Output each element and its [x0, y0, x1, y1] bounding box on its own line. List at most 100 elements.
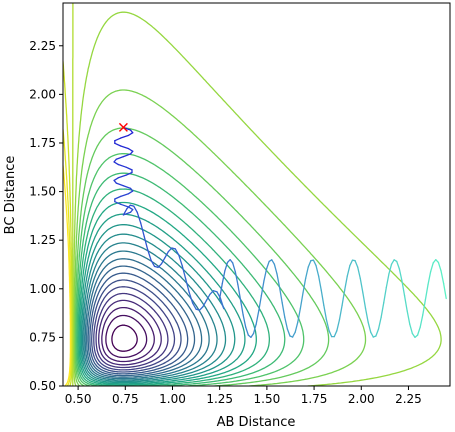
x-tick-label: 1.75 [301, 392, 328, 406]
x-tick-label: 1.25 [206, 392, 233, 406]
trajectory-segment [390, 259, 395, 265]
contour-line [87, 265, 196, 377]
y-tick-label: 1.00 [29, 282, 56, 296]
x-tick-label: 1.00 [159, 392, 186, 406]
trajectory-segment [219, 297, 225, 310]
trajectory-segment [346, 264, 351, 277]
trajectory-segment [396, 260, 401, 270]
trajectory-segment [120, 203, 130, 208]
contour-line [105, 314, 148, 359]
trajectory-segment [224, 261, 229, 272]
x-tick-label: 2.25 [395, 392, 422, 406]
trajectory-segment [429, 262, 434, 273]
trajectory-segment [113, 161, 119, 166]
contour-line [72, 11, 442, 386]
trajectory-segment [416, 326, 421, 336]
contour-line [89, 272, 189, 375]
trajectory-segment [115, 182, 125, 187]
contour-line [98, 299, 162, 366]
trajectory-segment [242, 314, 247, 328]
trajectory-segment [234, 271, 239, 286]
trajectory-segment [297, 307, 302, 323]
trajectory-segment [419, 314, 424, 328]
trajectory-segment [126, 204, 131, 210]
trajectory-segment [219, 282, 223, 300]
trajectory-segment [117, 163, 127, 168]
trajectory-segment [276, 273, 281, 289]
trajectory-segment [191, 302, 197, 310]
y-axis-label: BC Distance [3, 156, 18, 235]
trajectory-segment [114, 201, 122, 205]
trajectory-segment [122, 185, 132, 190]
trajectory-segment [143, 235, 149, 251]
trajectory-segment [284, 316, 289, 330]
contour-line [75, 153, 305, 386]
trajectory-segment [304, 266, 309, 280]
trajectory-segment [181, 265, 187, 280]
trajectory-segment [127, 132, 134, 137]
trajectory-segment [271, 259, 276, 265]
trajectory-segment [380, 302, 385, 318]
trajectory-segment [120, 193, 130, 198]
trajectory-segment [375, 328, 380, 337]
trajectory-segment [113, 177, 119, 182]
trajectory-segment [409, 323, 414, 335]
trajectory-segment [359, 277, 364, 294]
trajectory-segment [115, 155, 125, 160]
trajectory-segment [122, 211, 132, 216]
trajectory-segment [341, 289, 346, 307]
trajectory-segment [229, 258, 234, 264]
trajectory-segment [440, 270, 445, 285]
y-axis-ticks: 0.50 0.75 1.00 1.25 1.50 1.75 2.00 2.25 [29, 39, 63, 393]
trajectory-segment [367, 321, 372, 333]
trajectory-segment [125, 171, 133, 176]
trajectory-segment [315, 264, 320, 277]
trajectory-segment [185, 278, 190, 294]
trajectory-segment [232, 262, 236, 273]
trajectory-segment [278, 286, 283, 304]
trajectory-segment [442, 282, 447, 300]
trajectory-segment [239, 299, 244, 316]
trajectory-segment [299, 292, 304, 309]
trajectory-segment [250, 332, 255, 338]
trajectory-segment [140, 222, 145, 237]
trajectory-segment [265, 260, 270, 270]
trajectory-segment [237, 284, 242, 301]
trajectory-segment [255, 310, 260, 325]
contour-line [80, 224, 236, 384]
trajectory-segment [317, 275, 322, 291]
trajectory-segment [167, 247, 173, 253]
trajectory-segment [325, 319, 330, 332]
contour-line [84, 250, 210, 380]
trajectory-segment [127, 206, 134, 211]
trajectory-segment [174, 248, 180, 256]
trajectory-segment [122, 153, 132, 158]
trajectory-segment [398, 268, 403, 282]
y-tick-label: 2.25 [29, 39, 56, 53]
trajectory-segment [349, 259, 354, 267]
plot-frame [62, 2, 451, 387]
trajectory-segment [291, 331, 296, 338]
trajectory-segment [120, 145, 130, 150]
trajectory-segment [312, 259, 317, 267]
trajectory-segment [344, 275, 348, 291]
trajectory-segment [114, 142, 122, 147]
trajectory-segment [437, 261, 442, 272]
y-tick-label: 0.75 [29, 330, 56, 344]
contour-line [76, 172, 286, 386]
trajectory-segment [401, 280, 406, 297]
trajectory-segment [357, 266, 361, 280]
contour-line [73, 89, 367, 386]
contour-line [93, 286, 176, 371]
trajectory-segment [403, 295, 408, 312]
trajectory-segment [114, 195, 122, 200]
trajectory-segment [157, 263, 163, 269]
trajectory-segment [323, 304, 328, 321]
x-tick-label: 0.75 [112, 392, 139, 406]
contour-line [101, 306, 155, 363]
trajectory-segment [245, 326, 249, 336]
trajectory-segment [320, 289, 325, 307]
start-marker-stroke [118, 122, 128, 132]
trajectory-segment [406, 310, 411, 325]
trajectory-segment [114, 137, 122, 142]
